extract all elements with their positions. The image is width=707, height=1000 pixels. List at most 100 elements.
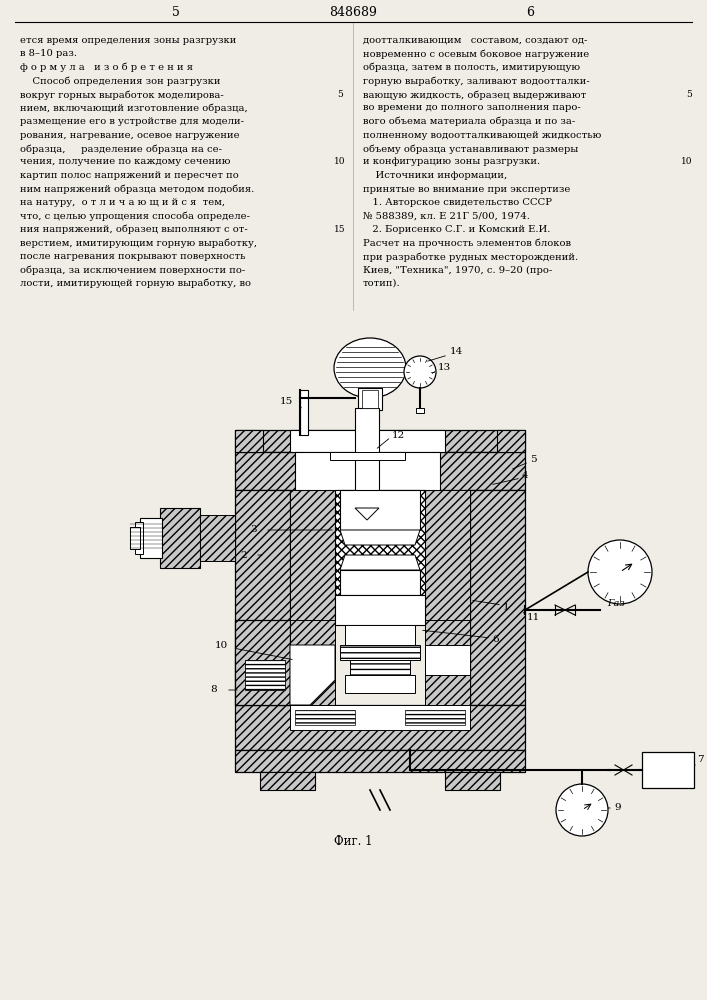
Polygon shape xyxy=(290,645,335,705)
Text: в 8–10 раз.: в 8–10 раз. xyxy=(20,49,77,58)
Bar xyxy=(300,390,308,435)
Text: рования, нагревание, осевое нагружение: рования, нагревание, осевое нагружение xyxy=(20,130,240,139)
Text: вающую жидкость, образец выдерживают: вающую жидкость, образец выдерживают xyxy=(363,90,586,100)
Bar xyxy=(235,452,525,490)
Bar xyxy=(295,452,440,490)
Bar xyxy=(330,452,405,460)
Text: 15: 15 xyxy=(334,225,346,234)
Bar xyxy=(497,430,525,452)
Bar xyxy=(290,430,445,452)
Bar xyxy=(335,490,425,620)
Text: ется время определения зоны разгрузки: ется время определения зоны разгрузки xyxy=(20,36,236,45)
Text: 2: 2 xyxy=(240,550,247,560)
Text: горную выработку, заливают водоотталки-: горную выработку, заливают водоотталки- xyxy=(363,77,590,86)
Circle shape xyxy=(588,540,652,604)
Bar xyxy=(235,750,525,772)
Text: картип полос напряжений и пересчет по: картип полос напряжений и пересчет по xyxy=(20,171,239,180)
Bar xyxy=(135,522,143,554)
Circle shape xyxy=(404,356,436,388)
Polygon shape xyxy=(355,508,379,520)
Text: 3: 3 xyxy=(250,526,257,534)
Bar xyxy=(405,710,465,725)
Bar xyxy=(235,430,263,452)
Bar xyxy=(340,570,420,595)
Text: 11: 11 xyxy=(527,613,540,622)
Text: 10: 10 xyxy=(334,157,346,166)
Bar xyxy=(245,660,285,690)
Text: 10: 10 xyxy=(681,157,692,166)
Text: чения, получение по каждому сечению: чения, получение по каждому сечению xyxy=(20,157,230,166)
Bar xyxy=(350,660,410,675)
Text: на натуру,  о т л и ч а ю щ и й с я  тем,: на натуру, о т л и ч а ю щ и й с я тем, xyxy=(20,198,225,207)
Text: Киев, "Техника", 1970, с. 9–20 (про-: Киев, "Техника", 1970, с. 9–20 (про- xyxy=(363,265,552,275)
Bar xyxy=(358,388,382,410)
Text: во времени до полного заполнения паро-: во времени до полного заполнения паро- xyxy=(363,104,580,112)
Text: 13: 13 xyxy=(438,363,451,372)
Bar xyxy=(140,518,162,558)
Bar xyxy=(295,710,355,725)
Text: № 588389, кл. Е 21Г 5/00, 1974.: № 588389, кл. Е 21Г 5/00, 1974. xyxy=(363,212,530,221)
Bar xyxy=(290,705,470,730)
Text: объему образца устанавливают размеры: объему образца устанавливают размеры xyxy=(363,144,578,153)
Text: 7: 7 xyxy=(697,756,703,764)
Text: вокруг горных выработок моделирова-: вокруг горных выработок моделирова- xyxy=(20,90,223,100)
Bar xyxy=(425,490,470,705)
Text: ния напряжений, образец выполняют с от-: ния напряжений, образец выполняют с от- xyxy=(20,225,247,234)
Bar xyxy=(416,408,424,413)
Text: верстием, имитирующим горную выработку,: верстием, имитирующим горную выработку, xyxy=(20,238,257,248)
Text: что, с целью упрощения способа определе-: что, с целью упрощения способа определе- xyxy=(20,212,250,221)
Bar xyxy=(235,430,525,452)
Bar xyxy=(160,508,200,568)
Text: 9: 9 xyxy=(614,804,621,812)
Text: 8: 8 xyxy=(210,686,216,694)
Text: после нагревания покрывают поверхность: после нагревания покрывают поверхность xyxy=(20,252,245,261)
Text: 5: 5 xyxy=(337,90,343,99)
Text: Фиг. 1: Фиг. 1 xyxy=(334,835,373,848)
Bar xyxy=(362,390,378,408)
Text: ним напряжений образца методом подобия.: ним напряжений образца методом подобия. xyxy=(20,184,255,194)
Bar xyxy=(340,490,420,530)
Bar xyxy=(345,625,415,645)
Bar xyxy=(355,408,379,508)
Ellipse shape xyxy=(334,338,406,398)
Text: 6: 6 xyxy=(526,6,534,19)
Bar xyxy=(642,752,694,788)
Text: Способ определения зон разгрузки: Способ определения зон разгрузки xyxy=(20,77,221,86)
Text: полненному водоотталкивающей жидкостью: полненному водоотталкивающей жидкостью xyxy=(363,130,602,139)
Bar xyxy=(235,490,290,705)
Bar xyxy=(235,705,525,750)
Bar xyxy=(340,645,420,660)
Bar xyxy=(335,595,425,625)
Text: 15: 15 xyxy=(280,397,293,406)
Text: 12: 12 xyxy=(392,430,405,440)
Polygon shape xyxy=(340,555,420,570)
Text: ф о р м у л а   и з о б р е т е н и я: ф о р м у л а и з о б р е т е н и я xyxy=(20,63,193,73)
Text: Расчет на прочность элементов блоков: Расчет на прочность элементов блоков xyxy=(363,238,571,248)
Text: образца, затем в полость, имитирующую: образца, затем в полость, имитирующую xyxy=(363,63,580,73)
Text: 848689: 848689 xyxy=(329,6,377,19)
Text: нием, включающий изготовление образца,: нием, включающий изготовление образца, xyxy=(20,104,247,113)
Text: 4: 4 xyxy=(522,472,529,481)
Text: 1. Авторское свидетельство СССР: 1. Авторское свидетельство СССР xyxy=(363,198,552,207)
Text: 1: 1 xyxy=(503,602,510,611)
Text: размещение его в устройстве для модели-: размещение его в устройстве для модели- xyxy=(20,117,244,126)
Text: тотип).: тотип). xyxy=(363,279,401,288)
Text: доотталкивающим   составом, создают од-: доотталкивающим составом, создают од- xyxy=(363,36,588,45)
Text: 5: 5 xyxy=(686,90,692,99)
Text: 14: 14 xyxy=(450,348,463,357)
Bar xyxy=(235,620,290,705)
Text: 6: 6 xyxy=(492,636,498,645)
Text: новременно с осевым боковое нагружение: новременно с осевым боковое нагружение xyxy=(363,49,589,59)
Text: при разработке рудных месторождений.: при разработке рудных месторождений. xyxy=(363,252,578,261)
Text: Газ: Газ xyxy=(607,599,625,608)
Text: 2. Борисенко С.Г. и Комский Е.И.: 2. Борисенко С.Г. и Комский Е.И. xyxy=(363,225,550,234)
Text: и конфигурацию зоны разгрузки.: и конфигурацию зоны разгрузки. xyxy=(363,157,540,166)
Text: лости, имитирующей горную выработку, во: лости, имитирующей горную выработку, во xyxy=(20,279,251,288)
Text: образца, за исключением поверхности по-: образца, за исключением поверхности по- xyxy=(20,265,245,275)
Text: 10: 10 xyxy=(215,641,228,650)
Polygon shape xyxy=(340,530,420,545)
Bar xyxy=(130,527,140,549)
Text: образца,     разделение образца на се-: образца, разделение образца на се- xyxy=(20,144,222,153)
Bar xyxy=(260,772,315,790)
Bar xyxy=(470,490,525,705)
